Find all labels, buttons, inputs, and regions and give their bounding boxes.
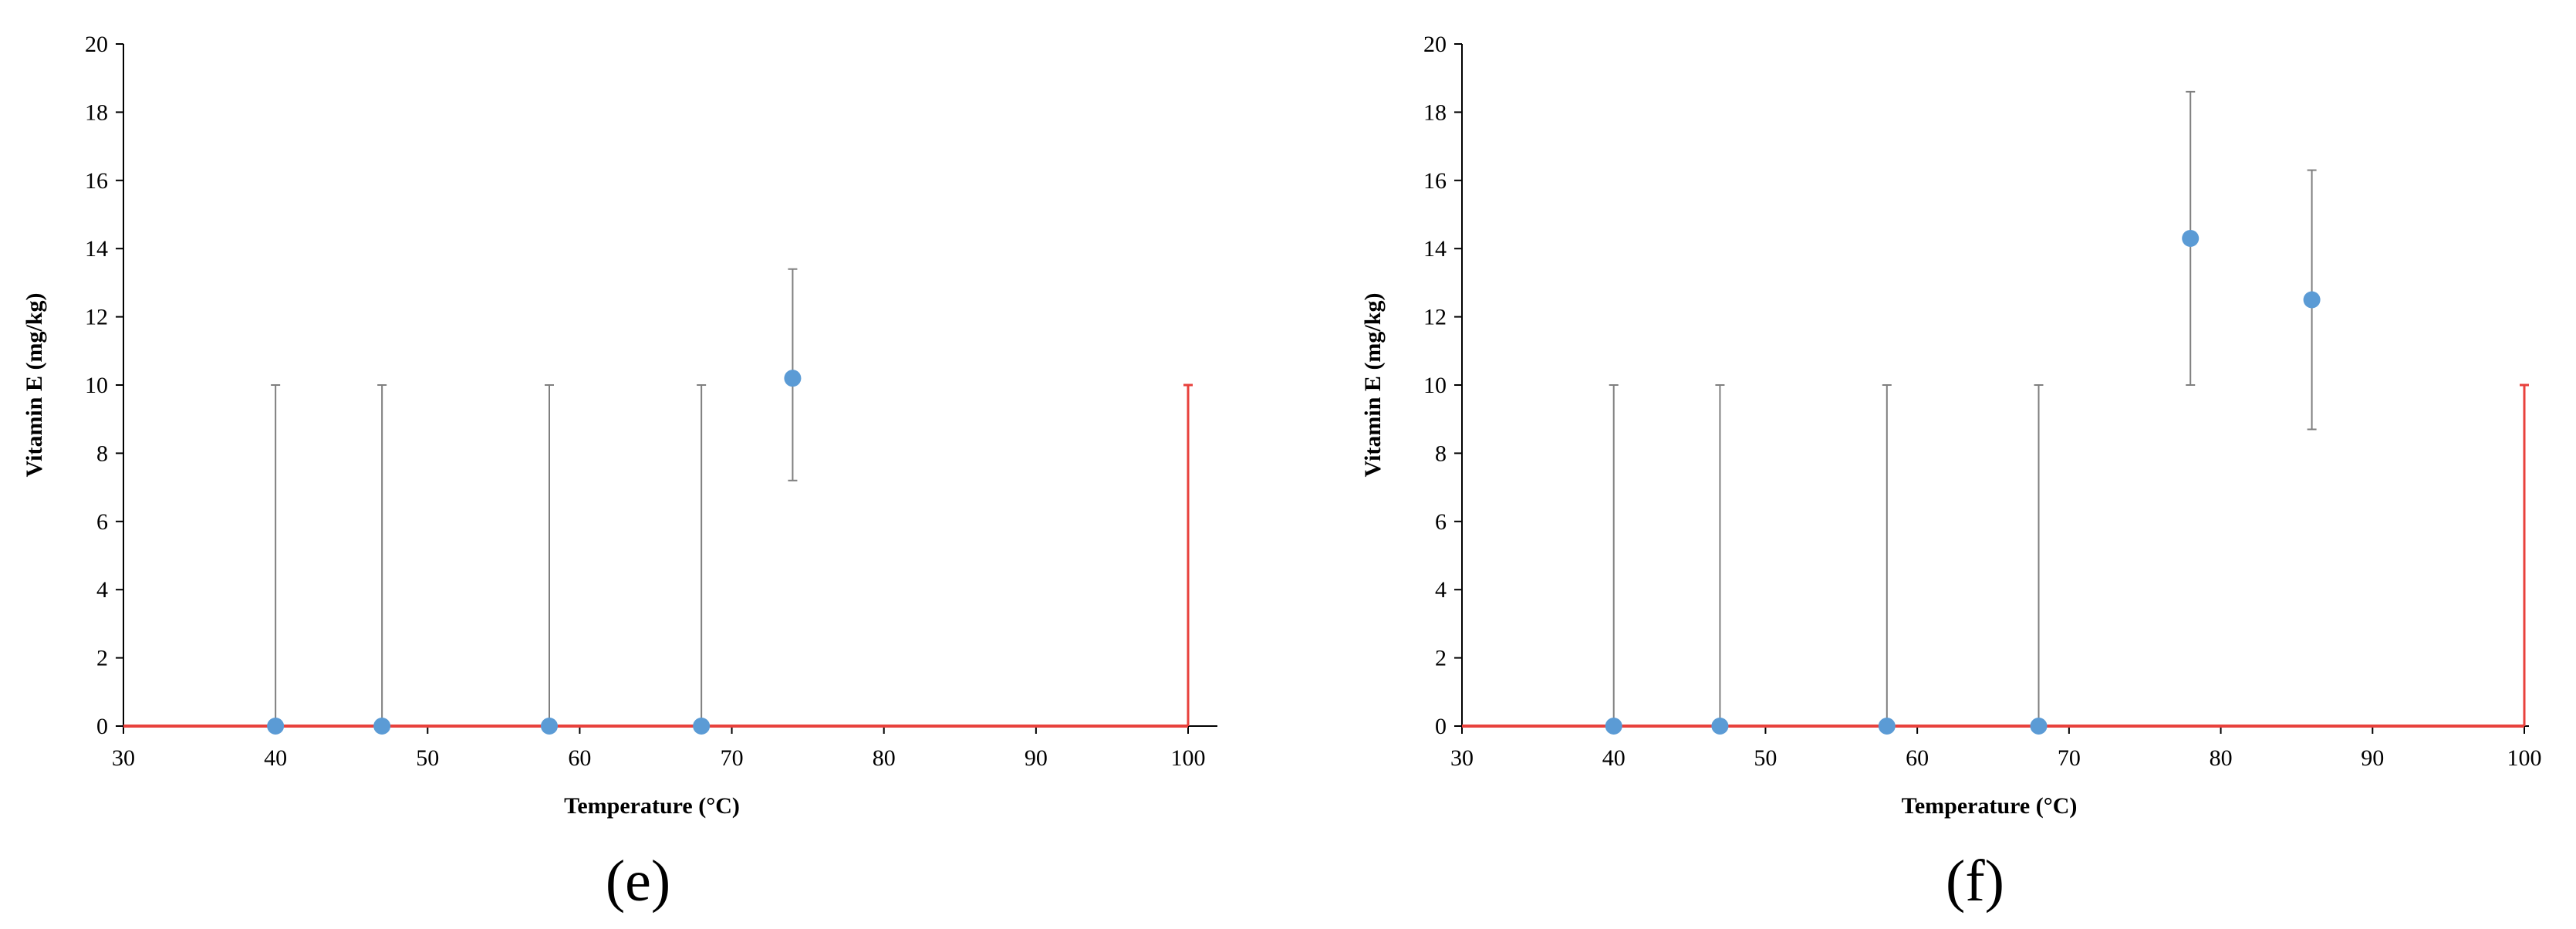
chart-e-y-tick-label: 8 [96, 441, 108, 466]
chart-e-x-tick-label: 30 [112, 745, 135, 771]
chart-e-x-tick-label: 80 [873, 745, 896, 771]
chart-e-y-tick-label: 2 [96, 646, 108, 671]
chart-f-x-tick-label: 100 [2507, 745, 2542, 771]
chart-panel-e: 0 2 4 6 8 10 12 14 16 18 20 30 40 50 60 70 80 90 100 Vitami… [22, 32, 1217, 914]
chart-f-x-tick-label: 50 [1754, 745, 1777, 771]
chart-f-data-point [2182, 229, 2200, 247]
chart-e-y-tick-label: 14 [85, 236, 108, 262]
chart-f-data-point [2030, 718, 2048, 735]
chart-f-y-tick-label: 10 [1423, 373, 1447, 398]
chart-e-x-tick-label: 70 [721, 745, 744, 771]
chart-e-y-tick-label: 20 [85, 32, 108, 57]
chart-f-x-tick-label: 80 [2210, 745, 2233, 771]
chart-e-x-tick-label: 60 [568, 745, 591, 771]
chart-f-data-point [2303, 291, 2321, 309]
chart-f-y-tick-label: 14 [1423, 236, 1447, 262]
chart-f-y-tick-label: 16 [1423, 168, 1447, 194]
chart-f-x-tick-label: 30 [1450, 745, 1474, 771]
chart-f-data-point [1711, 718, 1729, 735]
chart-f-x-axis-title: Temperature (°C) [1902, 793, 2078, 819]
chart-f-x-tick-label: 90 [2361, 745, 2384, 771]
chart-e-y-tick-label: 18 [85, 100, 108, 125]
chart-f-y-tick-label: 12 [1423, 305, 1447, 330]
chart-panel-f: 0 2 4 6 8 10 12 14 16 18 20 30 40 50 60 70 80 90 100 Vitami… [1360, 32, 2542, 914]
chart-e-panel-label: (e) [606, 849, 670, 914]
chart-e-data-point [373, 718, 391, 735]
chart-e-data-point [693, 718, 711, 735]
chart-f-panel-label: (f) [1946, 849, 2004, 914]
chart-f-x-tick-label: 60 [1906, 745, 1929, 771]
chart-f-y-tick-label: 8 [1435, 441, 1447, 466]
chart-e-y-tick-label: 10 [85, 373, 108, 398]
chart-f-y-tick-label: 4 [1435, 577, 1447, 603]
chart-f-y-tick-label: 6 [1435, 509, 1447, 535]
chart-f-y-axis-title: Vitamin E (mg/kg) [1360, 293, 1386, 478]
chart-e-y-axis-title: Vitamin E (mg/kg) [22, 293, 47, 478]
chart-f-y-tick-label: 2 [1435, 646, 1447, 671]
chart-e-x-tick-label: 50 [416, 745, 439, 771]
chart-e-data-point [541, 718, 558, 735]
chart-e-y-tick-label: 4 [96, 577, 108, 603]
chart-e-x-tick-label: 90 [1025, 745, 1048, 771]
chart-f-y-tick-label: 18 [1423, 100, 1447, 125]
chart-f-data-point [1605, 718, 1622, 735]
chart-e-y-tick-label: 0 [96, 714, 108, 739]
chart-f-x-tick-label: 40 [1602, 745, 1626, 771]
chart-e-x-tick-label: 100 [1171, 745, 1206, 771]
chart-e-data-point [267, 718, 285, 735]
chart-e-y-tick-label: 16 [85, 168, 108, 194]
chart-e-data-point [784, 370, 802, 387]
chart-e-y-tick-label: 12 [85, 305, 108, 330]
chart-f-x-tick-label: 70 [2058, 745, 2081, 771]
chart-f-y-tick-label: 0 [1435, 714, 1447, 739]
chart-f-data-point [1878, 718, 1896, 735]
chart-f-y-tick-label: 20 [1423, 32, 1447, 57]
chart-e-y-tick-label: 6 [96, 509, 108, 535]
chart-e-x-tick-label: 40 [264, 745, 287, 771]
chart-e-x-axis-title: Temperature (°C) [564, 793, 740, 819]
